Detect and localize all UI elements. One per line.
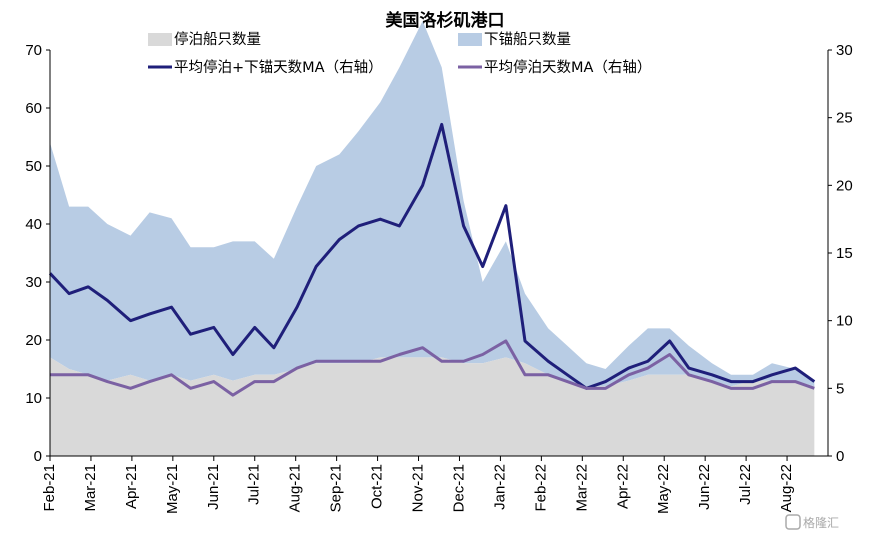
left-tick-label: 30	[25, 274, 42, 291]
x-tick-label: Dec-21	[450, 464, 467, 512]
x-tick-label: Nov-21	[410, 464, 427, 512]
area-layer	[50, 21, 815, 456]
line-layer	[48, 122, 816, 397]
right-tick-label: 20	[836, 177, 853, 194]
left-tick-label: 60	[25, 100, 42, 117]
x-tick-label: Jun-22	[696, 464, 713, 510]
right-tick-label: 15	[836, 245, 853, 262]
watermark-text: 格隆汇	[803, 515, 839, 530]
x-tick-label: Feb-22	[532, 464, 549, 512]
x-tick-label: Jul-21	[246, 464, 263, 505]
right-tick-label: 30	[836, 42, 853, 59]
x-tick-label: Jul-22	[737, 464, 754, 505]
left-tick-label: 10	[25, 390, 42, 407]
x-tick-label: Jan-22	[491, 464, 508, 510]
x-tick-label: May-22	[655, 464, 672, 514]
legend-swatch	[458, 33, 482, 46]
legend-label: 停泊船只数量	[174, 31, 261, 48]
right-tick-label: 25	[836, 110, 853, 127]
x-tick-label: Mar-21	[82, 464, 99, 512]
x-tick-label: Mar-22	[573, 464, 590, 512]
chart-title: 美国洛杉矶港口	[386, 10, 505, 31]
legend-label: 平均停泊天数MA（右轴）	[484, 59, 651, 76]
left-tick-label: 0	[34, 448, 42, 465]
x-tick-label: Feb-21	[41, 464, 58, 512]
area-anchored	[50, 21, 815, 387]
legend-berthed-days-ma: 平均停泊天数MA（右轴）	[458, 59, 651, 76]
x-tick-label: Apr-22	[614, 464, 631, 509]
x-tick-label: Apr-21	[123, 464, 140, 509]
x-tick-label: Oct-21	[369, 464, 386, 509]
watermark-logo-icon	[785, 514, 801, 530]
right-tick-label: 5	[836, 380, 844, 397]
left-tick-label: 50	[25, 158, 42, 175]
watermark: 格隆汇	[785, 514, 839, 530]
legend-swatch	[148, 33, 172, 46]
right-tick-label: 0	[836, 448, 844, 465]
legend-label: 平均停泊+下锚天数MA（右轴）	[174, 59, 383, 76]
x-tick-label: Aug-21	[287, 464, 304, 512]
right-tick-label: 10	[836, 313, 853, 330]
line-berthed-days-ma	[50, 339, 815, 397]
legend-label: 下锚船只数量	[484, 31, 571, 48]
area-berthed	[50, 357, 815, 456]
line-total-days-ma	[48, 122, 816, 390]
x-tick-label: Jun-21	[205, 464, 222, 510]
axes: 0 10 20 30 40 50 60 70 0 5 10 15 20 25 30 Feb-21 Mar-21 A…	[25, 42, 852, 514]
x-tick-label: May-21	[164, 464, 181, 514]
left-tick-label: 20	[25, 332, 42, 349]
x-tick-label: Aug-22	[778, 464, 795, 512]
legend-anchored: 下锚船只数量	[458, 31, 571, 48]
x-tick-label: Sep-21	[328, 464, 345, 512]
left-tick-label: 40	[25, 216, 42, 233]
legend-berthed: 停泊船只数量	[148, 31, 261, 48]
legend-total-days-ma: 平均停泊+下锚天数MA（右轴）	[148, 59, 383, 76]
left-tick-label: 70	[25, 42, 42, 59]
